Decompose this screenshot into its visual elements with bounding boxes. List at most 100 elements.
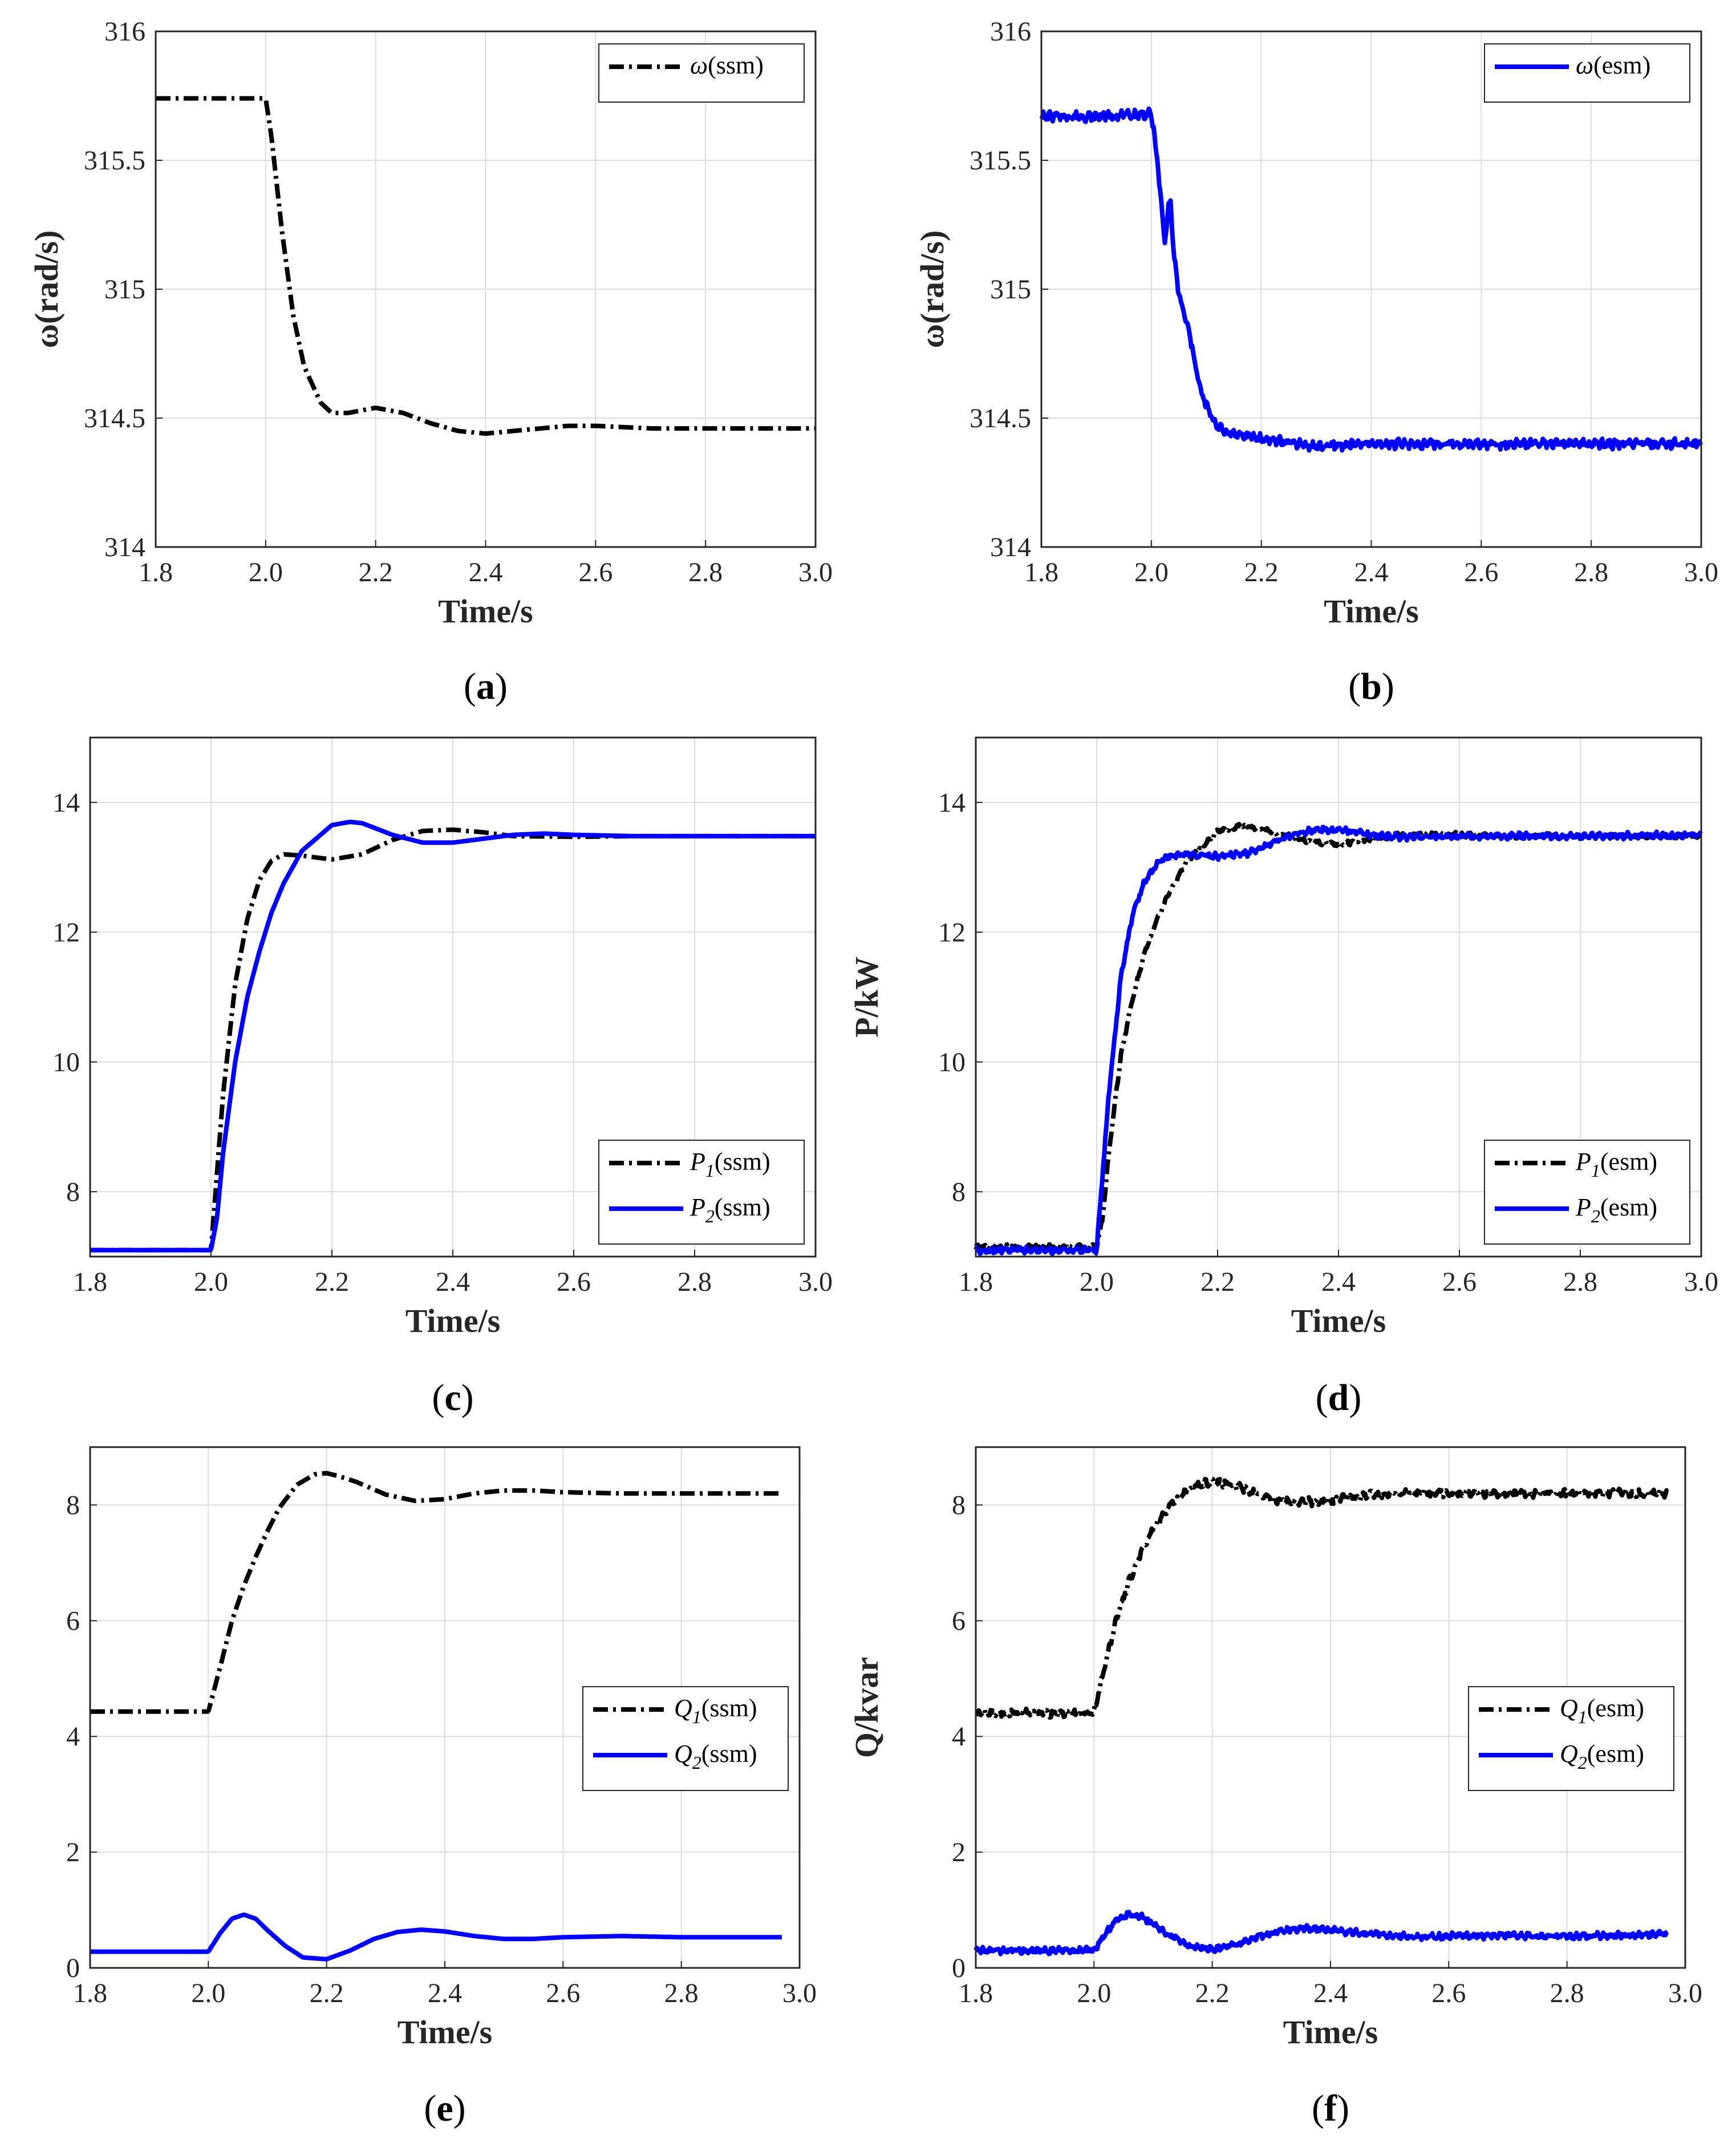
legend-box [598,43,805,103]
y-tick-label: 12 [938,917,966,947]
x-tick-label: 1.8 [139,557,173,588]
y-tick-label: 316 [990,17,1031,47]
x-tick-label: 2.6 [1431,1978,1466,2008]
subfigure-caption: (b) [1348,666,1394,707]
series-line-Q1(esm) [974,1476,1670,1720]
y-tick-label: 6 [952,1606,966,1636]
series-line-Q2(ssm) [88,1912,784,1962]
panel-a: 1.8 2.0 2.2 2.4 2.6 2.8 3.0 314 314.5 315 315.5 316… [28,17,833,707]
panel-b: 1.8 2.0 2.2 2.4 2.6 2.8 3.0 314 314.5 315 315.5 316… [914,17,1718,707]
y-tick-label: 8 [66,1177,80,1207]
axes-frame [975,1446,1686,1969]
series-line-P2(ssm) [88,819,817,1253]
legend-box [582,1686,789,1791]
y-tick-label: 4 [952,1721,966,1752]
subfigure-caption: (f) [1312,2088,1349,2129]
x-tick-label: 3.0 [798,557,833,588]
x-tick-label: 2.4 [1313,1978,1348,2008]
legend-label-P2(esm): P2(esm) [1575,1193,1657,1226]
x-tick-label: 2.0 [1077,1978,1111,2008]
x-axis-label: Time/s [1324,593,1419,630]
series-line-ω(ssm) [154,96,817,436]
legend: Q1(esm) Q2(esm) [1468,1686,1674,1791]
x-tick-label: 2.0 [249,557,283,588]
x-tick-label: 1.8 [73,1267,107,1297]
legend-label-Q1(ssm): Q1(ssm) [674,1694,757,1727]
x-tick-label: 2.0 [1080,1267,1114,1297]
legend-box [1484,43,1690,103]
x-tick-label: 2.4 [436,1267,470,1297]
x-tick-label: 2.4 [469,557,503,588]
axes-frame [1040,30,1702,548]
panel-c: 1.82.02.22.42.62.83.08101214Time/sP/kWP1… [52,736,833,1419]
legend-label-P1(esm): P1(esm) [1575,1148,1657,1181]
y-tick-label: 12 [52,917,80,947]
y-tick-label: 10 [52,1047,80,1077]
legend-label-ω(esm): ω(esm) [1576,51,1650,79]
x-tick-label: 2.4 [1321,1267,1356,1297]
x-tick-label: 2.2 [315,1267,349,1297]
y-tick-label: 10 [938,1047,966,1077]
y-tick-label: 315.5 [84,145,145,176]
y-tick-label: 314 [104,532,145,562]
x-tick-label: 2.4 [428,1978,462,2008]
y-tick-label: 6 [66,1606,80,1636]
panel-e: 1.82.02.22.42.62.83.002468Time/sQ/kvarQ1… [66,1446,817,2129]
x-tick-label: 2.8 [688,557,723,588]
y-tick-label: 8 [66,1490,80,1520]
x-tick-label: 2.6 [557,1267,591,1297]
y-tick-label: 314.5 [970,403,1031,434]
x-tick-label: 3.0 [1684,557,1718,588]
subfigure-caption: (e) [424,2088,465,2129]
legend-label-ω(ssm): ω(ssm) [690,51,764,79]
axes-frame [89,1446,801,1969]
x-tick-label: 1.8 [1024,557,1058,588]
subfigure-caption: (a) [464,666,508,707]
subfigure-caption: (d) [1316,1377,1362,1419]
subfigure-caption: (c) [432,1377,473,1419]
y-tick-label: 14 [52,788,80,818]
x-axis-label: Time/s [438,593,533,630]
legend: ω(ssm) [598,43,805,103]
legend-label-P1(ssm): P1(ssm) [689,1148,770,1181]
x-tick-label: 2.2 [1200,1267,1235,1297]
x-tick-label: 3.0 [1668,1978,1702,2008]
x-axis-label: Time/s [1283,2014,1378,2051]
y-axis-label: ω(rad/s) [914,230,951,349]
x-tick-label: 1.8 [959,1978,993,2008]
y-tick-label: 316 [104,17,145,47]
x-tick-label: 2.8 [1563,1267,1597,1297]
axes-frame [975,736,1702,1258]
x-tick-label: 2.2 [359,557,393,588]
x-axis-label: Time/s [1291,1302,1386,1339]
y-tick-label: 315 [104,274,145,305]
x-tick-label: 3.0 [798,1267,833,1297]
y-tick-label: 2 [66,1837,80,1867]
x-tick-label: 1.8 [73,1978,107,2008]
y-axis-label: P/kW [848,957,885,1038]
panel-d: 1.8 2.0 2.2 2.4 2.6 2.8 3.0 8 10 12 14 Time/s P/kW P1… [848,736,1718,1419]
panel-f: 1.8 2.0 2.2 2.4 2.6 2.8 3.0 0 2 4 6 8 Time/s Q/kvar Q1… [848,1446,1702,2129]
series-line-Q1(ssm) [88,1470,784,1714]
x-tick-label: 2.2 [1244,557,1279,588]
x-tick-label: 2.8 [678,1267,712,1297]
x-tick-label: 2.8 [664,1978,699,2008]
legend-box [1468,1686,1674,1791]
x-tick-label: 1.8 [959,1267,993,1297]
x-tick-label: 2.8 [1574,557,1608,588]
x-tick-label: 2.4 [1354,557,1389,588]
x-tick-label: 2.2 [1195,1978,1230,2008]
x-tick-label: 2.0 [1134,557,1169,588]
y-tick-label: 8 [952,1490,966,1520]
legend-label-Q1(esm): Q1(esm) [1560,1694,1644,1727]
y-axis-label: ω(rad/s) [28,230,65,349]
legend-label-P2(ssm): P2(ssm) [689,1193,770,1226]
series-line-Q2(esm) [974,1910,1669,1956]
y-tick-label: 0 [66,1953,80,1983]
y-tick-label: 314 [990,532,1031,562]
legend-label-Q2(esm): Q2(esm) [1560,1740,1644,1773]
y-tick-label: 8 [952,1177,966,1207]
x-tick-label: 2.0 [194,1267,228,1297]
legend: P1(ssm) P2(ssm) [598,1140,805,1245]
